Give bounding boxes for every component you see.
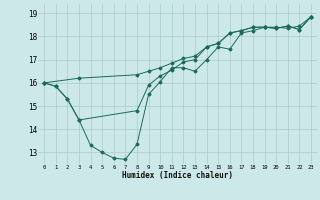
X-axis label: Humidex (Indice chaleur): Humidex (Indice chaleur) bbox=[122, 171, 233, 180]
